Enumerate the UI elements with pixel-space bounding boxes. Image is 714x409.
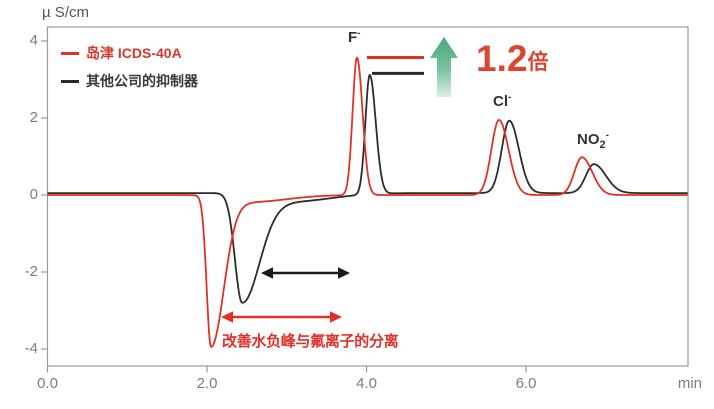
peak-label-nitrite-base: NO — [577, 131, 600, 148]
black-line-swatch-icon — [61, 79, 79, 83]
green-up-arrow-icon — [430, 37, 458, 97]
red-separation-double-arrow — [221, 311, 342, 323]
y-tick-label-4: 4 — [29, 32, 38, 49]
legend-item-icds40a: 岛津 ICDS-40A — [61, 44, 198, 62]
chromatogram-curve-icds40a — [47, 56, 688, 348]
black-separation-double-arrow — [261, 267, 350, 279]
legend-label-other-suppressor: 其他公司的抑制器 — [86, 73, 198, 89]
legend-label-icds40a: 岛津 ICDS-40A — [86, 45, 182, 61]
x-tick-label-2: 2.0 — [196, 375, 218, 392]
separation-improvement-note: 改善水负峰与氟离子的分离 — [222, 333, 399, 350]
peak-label-nitrite: NO2- — [577, 130, 609, 151]
x-tick-label-4: 4.0 — [356, 375, 377, 392]
plot-border — [46, 26, 689, 367]
ratio-value: 1.2 — [476, 38, 528, 79]
peak-label-nitrite-sup: - — [605, 130, 609, 141]
ratio-annotation: 1.2 倍 — [476, 40, 548, 78]
y-tick-label-0: 0 — [29, 186, 38, 203]
x-tick-label-0: 0.0 — [37, 375, 58, 392]
legend: 岛津 ICDS-40A 其他公司的抑制器 — [61, 44, 198, 100]
peak-label-fluoride-sup: - — [357, 28, 361, 39]
y-axis-unit-label: µ S/cm — [42, 4, 89, 21]
x-axis-unit-label: min — [677, 375, 702, 392]
red-line-swatch-icon — [61, 51, 79, 55]
x-tick-label-6: 6.0 — [515, 375, 537, 392]
peak-label-fluoride-base: F — [348, 29, 358, 46]
axis-ticks — [41, 40, 527, 373]
peak-label-chloride-sup: - — [508, 92, 512, 103]
peak-label-fluoride: F- — [348, 28, 361, 49]
peak-label-chloride-base: Cl — [493, 93, 508, 110]
legend-item-other-suppressor: 其他公司的抑制器 — [61, 72, 198, 90]
y-tick-label-neg4: -4 — [24, 340, 38, 357]
ratio-unit: 倍 — [527, 51, 549, 74]
chromatogram-curve-other-suppressor — [47, 74, 688, 304]
y-tick-label-neg2: -2 — [24, 263, 38, 280]
y-tick-label-2: 2 — [29, 109, 38, 126]
peak-label-nitrite-sub: 2 — [599, 139, 606, 151]
peak-label-chloride: Cl- — [493, 92, 511, 113]
